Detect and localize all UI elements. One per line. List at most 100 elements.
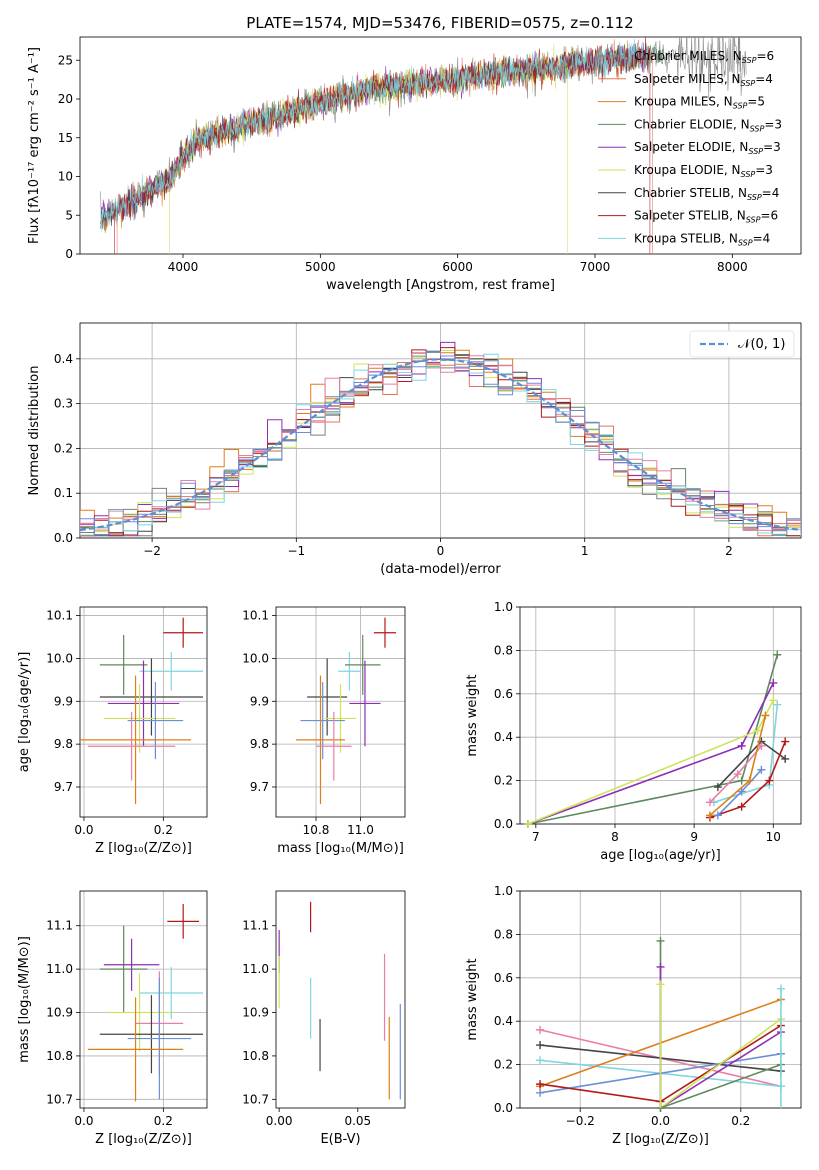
weight-marker [705, 811, 714, 820]
weight-marker [737, 776, 746, 785]
x-tick-label: 8000 [717, 260, 748, 274]
legend-entry: Chabrier STELIB, NSSP=4 [634, 186, 779, 202]
legend-series-name: Kroupa ELODIE, N [634, 163, 741, 177]
weight-series-line [527, 699, 775, 825]
weight-marker [523, 820, 532, 828]
weight-marker [705, 798, 714, 807]
x-tick-label: 10 [766, 830, 781, 844]
weight-marker [737, 787, 746, 796]
axes-frame [79, 890, 208, 1109]
figure-title: PLATE=1574, MJD=53476, FIBERID=0575, z=0… [246, 14, 633, 32]
y-tick-label: 10.9 [46, 1006, 73, 1020]
y-tick-label: 5 [65, 208, 73, 222]
legend-entry: Salpeter STELIB, NSSP=6 [634, 209, 778, 225]
weight-marker [536, 1025, 545, 1034]
weight-marker [781, 737, 790, 746]
y-tick-label: 10.8 [46, 1049, 73, 1063]
weight-marker [773, 700, 782, 709]
x-axis-label: mass [log₁₀(M/M⊙)] [277, 841, 404, 856]
y-tick-label: 15 [58, 131, 73, 145]
weight-marker [745, 776, 754, 785]
y-tick-label: 0.6 [494, 687, 513, 701]
legend-series-name: Salpeter ELODIE, N [634, 140, 748, 154]
y-tick-label: 11.1 [46, 919, 73, 933]
legend-series-name: Chabrier MILES, N [634, 49, 742, 63]
y-axis-label: mass weight [465, 674, 480, 756]
axes-frame [79, 606, 208, 818]
x-axis-label: Z [log₁₀(Z/Z⊙)] [612, 1132, 709, 1147]
legend-entry: 𝒩(0, 1) [738, 337, 785, 352]
legend-entry: Kroupa MILES, NSSP=5 [634, 95, 765, 111]
weight-marker [769, 696, 778, 705]
y-tick-label: 0.0 [494, 817, 513, 831]
x-tick-label: 7000 [580, 260, 611, 274]
x-tick-label: 0.0 [74, 823, 93, 837]
weight-marker [737, 741, 746, 750]
legend-series-name: Kroupa STELIB, N [634, 231, 738, 245]
weight-marker [733, 770, 742, 779]
legend-subscript: SSP [747, 193, 762, 202]
y-tick-label: 9.7 [54, 780, 73, 794]
chart-spectrum: 4000 5000 6000 7000 8000 0 5 10 15 20 25 wavelength… [27, 36, 802, 293]
weight-series-line [660, 1018, 782, 1109]
legend-nssp: =4 [753, 231, 771, 245]
weight-series-line [717, 769, 762, 816]
y-tick-label: 9.9 [54, 694, 73, 708]
y-tick-label: 1.0 [494, 884, 513, 898]
legend-entry: Chabrier MILES, NSSP=6 [634, 49, 774, 65]
weight-marker [781, 754, 790, 763]
legend-nssp: =3 [763, 140, 781, 154]
legend-entry: Kroupa STELIB, NSSP=4 [634, 231, 770, 247]
y-axis-label: mass weight [465, 958, 480, 1040]
weight-marker [737, 802, 746, 811]
y-tick-label: 0.3 [54, 397, 73, 411]
legend-subscript: SSP [742, 56, 757, 65]
x-tick-label: −2 [143, 544, 161, 558]
legend-series-name: Chabrier ELODIE, N [634, 117, 750, 131]
legend-nssp: =6 [756, 49, 774, 63]
legend-series-name: Kroupa MILES, N [634, 95, 733, 109]
weight-marker [536, 1041, 545, 1050]
legend-nssp: =4 [762, 186, 780, 200]
y-tick-label: 9.8 [54, 737, 73, 751]
axes-frame [519, 606, 802, 825]
spectrum-lines [100, 37, 747, 254]
x-tick-label: −0.2 [566, 1114, 595, 1128]
x-tick-label: 8 [611, 830, 619, 844]
legend-entry: Kroupa ELODIE, NSSP=3 [634, 163, 773, 179]
weight-marker [769, 678, 778, 687]
y-tick-label: 10 [58, 170, 73, 184]
y-tick-label: 10.0 [242, 651, 269, 665]
x-tick-label: 2 [725, 544, 733, 558]
x-axis-label: (data-model)/error [380, 562, 501, 577]
y-tick-label: 0.0 [54, 531, 73, 545]
weight-marker [656, 936, 665, 945]
y-tick-label: 10.1 [46, 609, 73, 623]
legend-series-name: Chabrier STELIB, N [634, 186, 747, 200]
legend-nssp: =4 [755, 72, 773, 86]
histogram-step-line [80, 351, 801, 535]
x-axis-label: wavelength [Angstrom, rest frame] [326, 278, 555, 293]
y-axis-label: Flux [fλ10⁻¹⁷ erg cm⁻² s⁻¹ A⁻¹] [27, 47, 42, 244]
y-tick-label: 10.8 [242, 1049, 269, 1063]
plot-layer: 4000 5000 6000 7000 80000510152025wavelength… [17, 36, 802, 1147]
weight-marker [753, 726, 762, 735]
y-tick-label: 10.1 [242, 609, 269, 623]
y-tick-label: 9.8 [250, 737, 269, 751]
spectrum-model-line [100, 38, 651, 232]
y-axis-label: Normed distribution [27, 366, 42, 496]
chart-age_vs_Z: 0.0 0.2 9.7 9.8 9.9 10.0 10.1 Z [log₁₀(Z/Z⊙)] ag… [17, 606, 208, 856]
y-tick-label: 0.0 [494, 1101, 513, 1115]
x-tick-label: 0.2 [154, 1114, 173, 1128]
weight-marker [536, 1056, 545, 1065]
y-tick-label: 0 [65, 247, 73, 261]
weight-marker [713, 783, 722, 792]
y-tick-label: 0.8 [494, 643, 513, 657]
y-tick-label: 20 [58, 92, 73, 106]
y-tick-label: 0.2 [54, 441, 73, 455]
x-tick-label: 0.2 [154, 823, 173, 837]
x-tick-label: 0.2 [731, 1114, 750, 1128]
legend-subscript: SSP [741, 170, 756, 179]
legend-series-name: Salpeter MILES, N [634, 72, 741, 86]
